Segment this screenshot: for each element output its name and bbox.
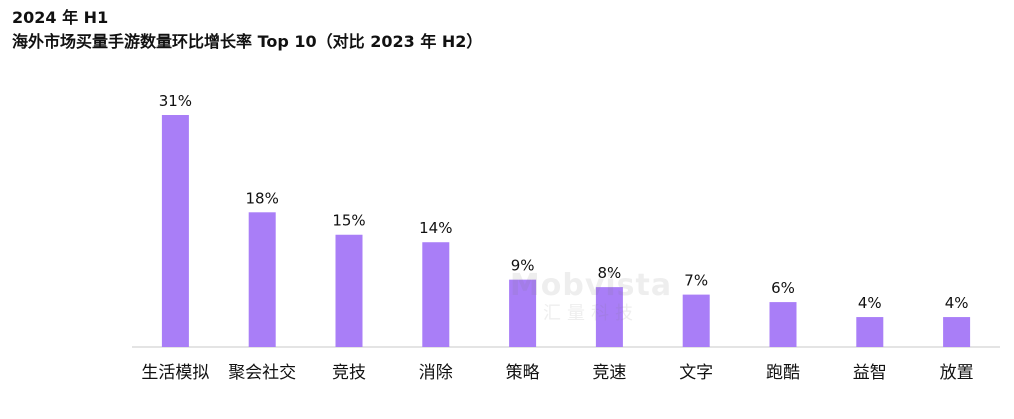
value-label-9: 4% [858,294,882,312]
value-label-4: 14% [419,219,452,237]
bar-2 [248,212,276,347]
category-label-7: 文字 [679,363,713,383]
value-label-6: 8% [598,264,622,282]
category-label-4: 消除 [419,363,453,383]
bar-5 [509,279,537,347]
bar-1 [161,115,189,347]
value-label-5: 9% [511,257,535,275]
bar-8 [769,302,797,347]
value-label-8: 6% [771,279,795,297]
bar-4 [422,242,450,347]
chart-main-title: 海外市场买量手游数量环比增长率 Top 10（对比 2023 年 H2） [12,32,483,51]
bar-7 [682,294,710,347]
category-label-10: 放置 [940,363,974,383]
category-label-1: 生活模拟 [141,363,209,383]
category-label-9: 益智 [853,363,887,383]
bar-3 [335,234,363,347]
value-label-10: 4% [945,294,969,312]
value-label-2: 18% [246,189,279,207]
bar-6 [595,287,623,347]
category-label-3: 竞技 [332,363,366,383]
value-label-1: 31% [159,92,192,110]
chart-period-title: 2024 年 H1 [12,8,109,27]
chart-title-block: 2024 年 H1 海外市场买量手游数量环比增长率 Top 10（对比 2023… [12,6,482,54]
category-label-5: 策略 [506,363,540,383]
bar-9 [856,317,884,347]
bar-10 [943,317,971,347]
category-label-6: 竞速 [592,363,626,383]
value-label-3: 15% [332,212,365,230]
category-label-8: 跑酷 [766,363,800,383]
value-label-7: 7% [684,272,708,290]
category-label-2: 聚会社交 [228,363,296,383]
